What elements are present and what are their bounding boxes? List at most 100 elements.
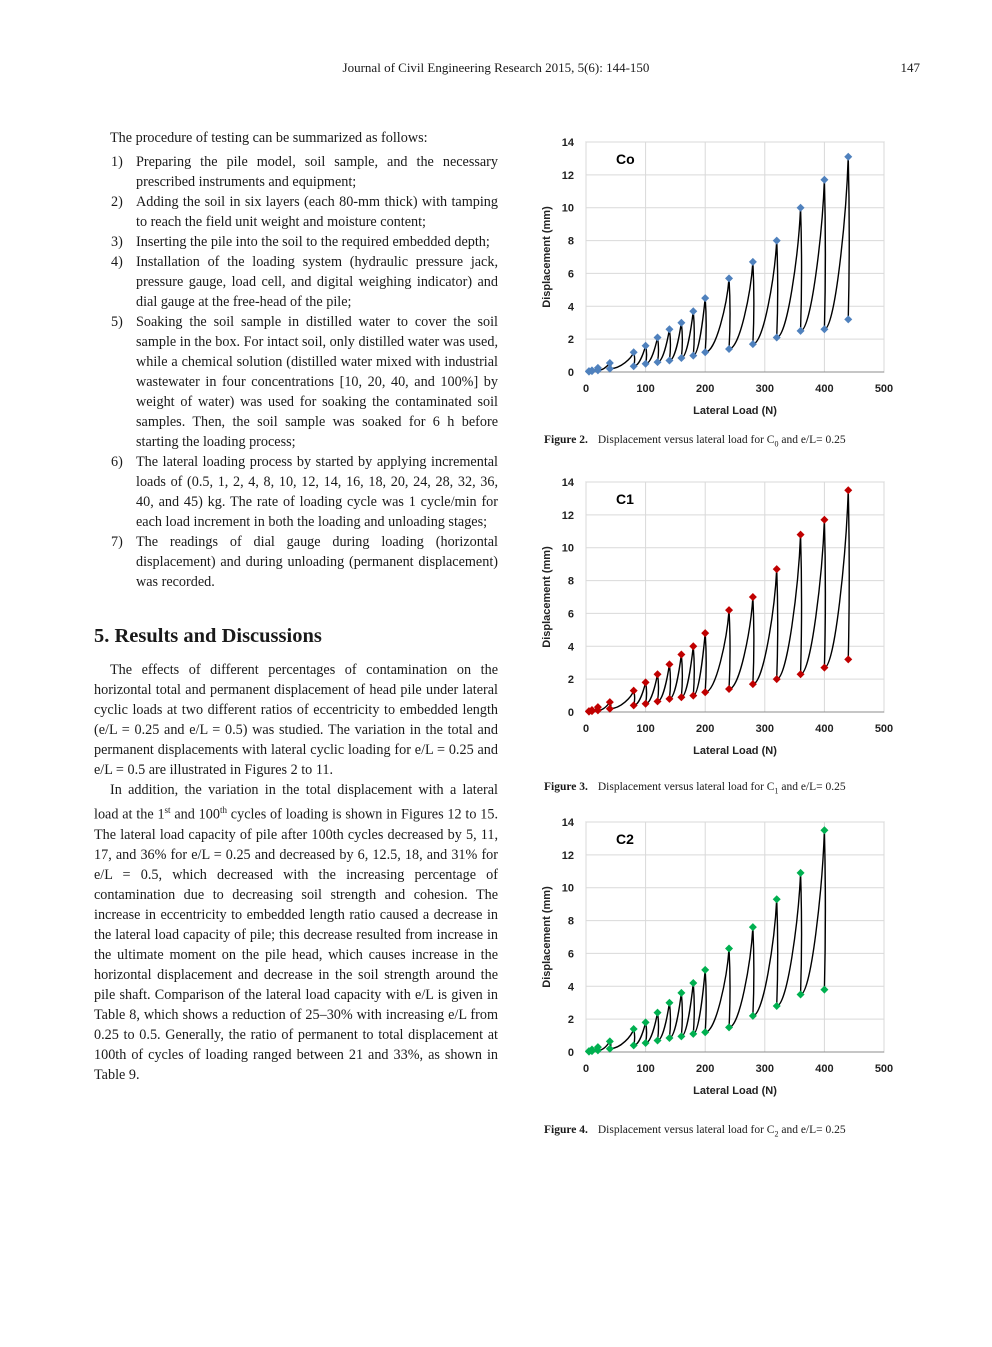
data-point-permanent: [689, 691, 698, 700]
data-point-permanent: [605, 1044, 614, 1053]
caption-text: Displacement versus lateral load for C: [597, 781, 775, 793]
chart-title: C2: [616, 831, 634, 847]
data-point-permanent: [796, 990, 805, 999]
caption-text-end: and e/L= 0.25: [778, 434, 846, 446]
data-point-permanent: [641, 359, 650, 368]
x-tick-label: 0: [583, 723, 589, 735]
caption-sub: 0: [774, 439, 779, 449]
figure-3: 0 2 4 6 8 10 12 14 0 100 200 300 400 500 Lateral Load …: [536, 474, 906, 795]
procedure-step: 7) The readings of dial gauge during load…: [94, 532, 498, 592]
data-point-total: [629, 1025, 638, 1033]
y-tick-label: 8: [568, 916, 574, 928]
step-text: The lateral loading process by started b…: [136, 454, 498, 530]
y-tick-label: 6: [568, 948, 574, 960]
results-paragraph-1: The effects of different percentages of …: [94, 662, 498, 778]
data-point-total: [748, 593, 757, 601]
data-point-permanent: [772, 1002, 781, 1010]
y-tick-label: 2: [568, 1014, 574, 1026]
data-point-permanent: [629, 701, 638, 710]
data-point-total: [653, 670, 662, 679]
y-tick-label: 14: [562, 477, 575, 489]
data-point-permanent: [796, 670, 805, 679]
x-tick-label: 500: [875, 723, 893, 735]
data-point-total: [820, 175, 829, 184]
step-text: Inserting the pile into the soil to the …: [136, 234, 490, 250]
y-tick-label: 12: [562, 510, 574, 522]
x-tick-label: 500: [875, 1063, 893, 1075]
data-point-permanent: [677, 1032, 686, 1041]
data-point-permanent: [725, 345, 734, 353]
chart-title: Co: [616, 151, 635, 167]
data-point-permanent: [605, 364, 614, 373]
x-tick-label: 500: [875, 383, 893, 395]
data-point-permanent: [605, 704, 614, 713]
data-point-permanent: [701, 348, 710, 357]
data-point-permanent: [653, 358, 662, 367]
x-tick-label: 400: [815, 723, 833, 735]
y-tick-label: 4: [568, 641, 575, 653]
x-tick-label: 300: [756, 723, 774, 735]
data-point-total: [677, 318, 686, 327]
data-point-permanent: [677, 693, 686, 702]
caption-text: Displacement versus lateral load for C: [597, 434, 775, 446]
y-tick-label: 12: [562, 850, 574, 862]
data-point-permanent: [844, 655, 853, 664]
x-tick-label: 300: [756, 383, 774, 395]
data-point-total: [820, 515, 829, 524]
x-axis-title: Lateral Load (N): [693, 1085, 777, 1097]
data-point-permanent: [820, 663, 829, 672]
x-tick-label: 100: [636, 723, 654, 735]
data-point-total: [641, 1018, 650, 1027]
caption-label: Figure 4.: [544, 1124, 588, 1136]
data-point-permanent: [653, 697, 662, 706]
procedure-step: 3) Inserting the pile into the soil to th…: [94, 232, 498, 252]
y-tick-label: 0: [568, 707, 574, 719]
procedure-step: 1) Preparing the pile model, soil sample,…: [94, 152, 498, 192]
data-point-permanent: [587, 1047, 596, 1056]
procedure-step: 5) Soaking the soil sample in distilled w…: [94, 312, 498, 452]
data-point-permanent: [748, 1011, 757, 1020]
step-text: Soaking the soil sample in distilled wat…: [136, 314, 498, 450]
x-axis-title: Lateral Load (N): [693, 405, 777, 417]
procedure-step: 6) The lateral loading process by started…: [94, 452, 498, 532]
data-point-total: [844, 486, 853, 495]
data-point-total: [796, 530, 805, 539]
data-point-permanent: [796, 326, 805, 335]
data-point-total: [605, 358, 614, 367]
data-point-permanent: [725, 1023, 734, 1032]
data-point-total: [772, 565, 781, 574]
plot-area: [585, 821, 885, 1053]
data-point-permanent: [772, 333, 781, 342]
data-point-total: [641, 341, 650, 350]
data-point-permanent: [772, 675, 781, 684]
plot-area: [585, 481, 885, 713]
data-point-total: [689, 979, 698, 987]
y-tick-label: 2: [568, 674, 574, 686]
chart-co: 0 2 4 6 8 10 12 14 0 100 200 300 400 500 Lateral Load …: [541, 137, 893, 417]
data-point-permanent: [701, 688, 710, 697]
data-point-total: [653, 333, 662, 342]
caption-sub: 2: [774, 1129, 779, 1139]
data-point-permanent: [593, 366, 602, 375]
y-tick-label: 8: [568, 236, 574, 248]
figure-2: 0 2 4 6 8 10 12 14 0 100 200 300 400 500 Lateral Load …: [536, 134, 906, 448]
left-column: The procedure of testing can be summariz…: [94, 128, 498, 1085]
para2-sup-st: st: [164, 805, 171, 815]
x-tick-label: 100: [636, 1063, 654, 1075]
y-tick-label: 14: [562, 137, 575, 149]
data-point-total: [605, 1037, 614, 1046]
data-point-total: [665, 660, 674, 669]
procedure-step: 4) Installation of the loading system (hy…: [94, 252, 498, 312]
data-point-total: [725, 944, 734, 953]
page-number: 147: [900, 60, 921, 75]
data-point-permanent: [844, 315, 853, 324]
x-tick-label: 200: [696, 383, 714, 395]
y-axis-title: Displacement (mm): [541, 206, 553, 308]
x-tick-label: 400: [815, 1063, 833, 1075]
caption-label: Figure 2.: [544, 434, 588, 446]
data-point-total: [796, 868, 805, 877]
para2-text-b: and 100: [170, 806, 220, 823]
caption-text-end: and e/L= 0.25: [778, 781, 846, 793]
data-point-total: [844, 152, 853, 161]
y-tick-label: 6: [568, 268, 574, 280]
